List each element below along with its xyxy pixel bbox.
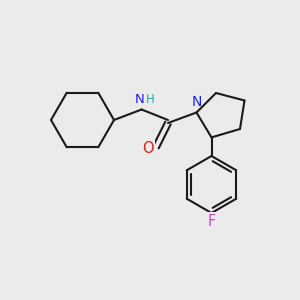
Text: N: N: [192, 95, 202, 109]
Text: F: F: [207, 214, 216, 230]
Text: N: N: [134, 93, 144, 106]
Text: O: O: [142, 141, 153, 156]
Text: H: H: [146, 93, 154, 106]
